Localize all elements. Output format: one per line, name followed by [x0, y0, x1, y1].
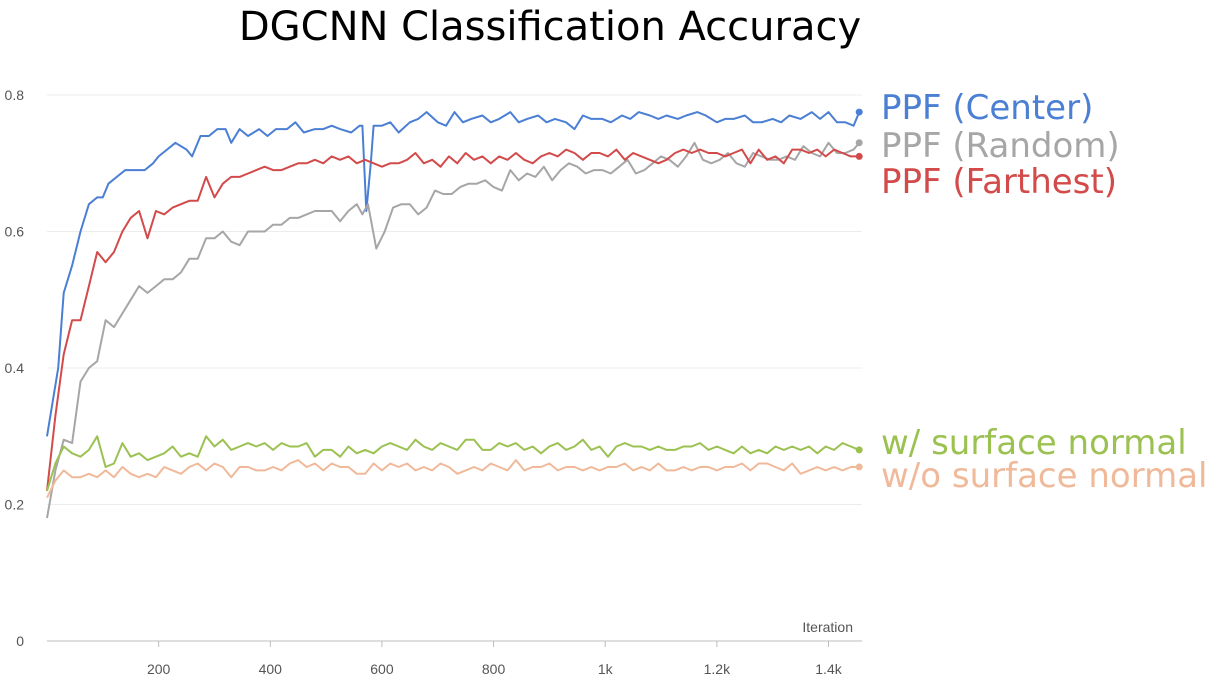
x-axis-label: Iteration — [802, 619, 853, 635]
x-tick-label: 1.4k — [815, 661, 842, 677]
legend-item-ppf-random: PPF (Random) — [881, 126, 1120, 166]
axes: 0 0.2 0.4 0.6 0.8 200 400 600 800 1k 1.2k 1.4k — [5, 87, 862, 677]
x-tick-label: 1k — [598, 661, 614, 677]
series-line-ppf-random — [46, 141, 860, 519]
x-tick-label: 400 — [259, 661, 283, 677]
grid-lines — [47, 94, 862, 505]
y-tick-label: 0.8 — [5, 87, 25, 103]
x-tick-label: 200 — [147, 661, 171, 677]
series-line-ppf-farthest — [46, 148, 860, 492]
y-tick-label: 0.4 — [5, 360, 25, 376]
chart-title: DGCNN Classification Accuracy — [239, 4, 861, 50]
series-endpoint-ppf-random — [855, 139, 863, 147]
x-tick-label: 600 — [370, 661, 394, 677]
x-tick-label: 1.2k — [704, 661, 731, 677]
legend-item-w-o-surface-normal: w/o surface normal — [881, 456, 1207, 496]
series-line-w-surface-normal — [46, 435, 860, 492]
y-tick-label: 0 — [16, 633, 24, 649]
series-lines — [46, 108, 863, 519]
series-line-ppf-center — [46, 111, 861, 437]
legend-item-w-surface-normal: w/ surface normal — [881, 423, 1187, 463]
series-endpoint-w-surface-normal — [855, 446, 863, 454]
series-endpoint-w-o-surface-normal — [855, 463, 863, 471]
legend-item-ppf-center: PPF (Center) — [881, 88, 1093, 128]
series-line-w-o-surface-normal — [46, 459, 860, 499]
x-tick-label: 800 — [482, 661, 506, 677]
series-endpoint-ppf-farthest — [855, 152, 863, 160]
y-tick-label: 0.6 — [5, 224, 25, 240]
legend: PPF (Center)PPF (Random)PPF (Farthest) w/… — [881, 88, 1207, 496]
legend-item-ppf-farthest: PPF (Farthest) — [881, 162, 1117, 202]
series-endpoint-ppf-center — [855, 108, 863, 116]
y-tick-label: 0.2 — [5, 497, 25, 513]
